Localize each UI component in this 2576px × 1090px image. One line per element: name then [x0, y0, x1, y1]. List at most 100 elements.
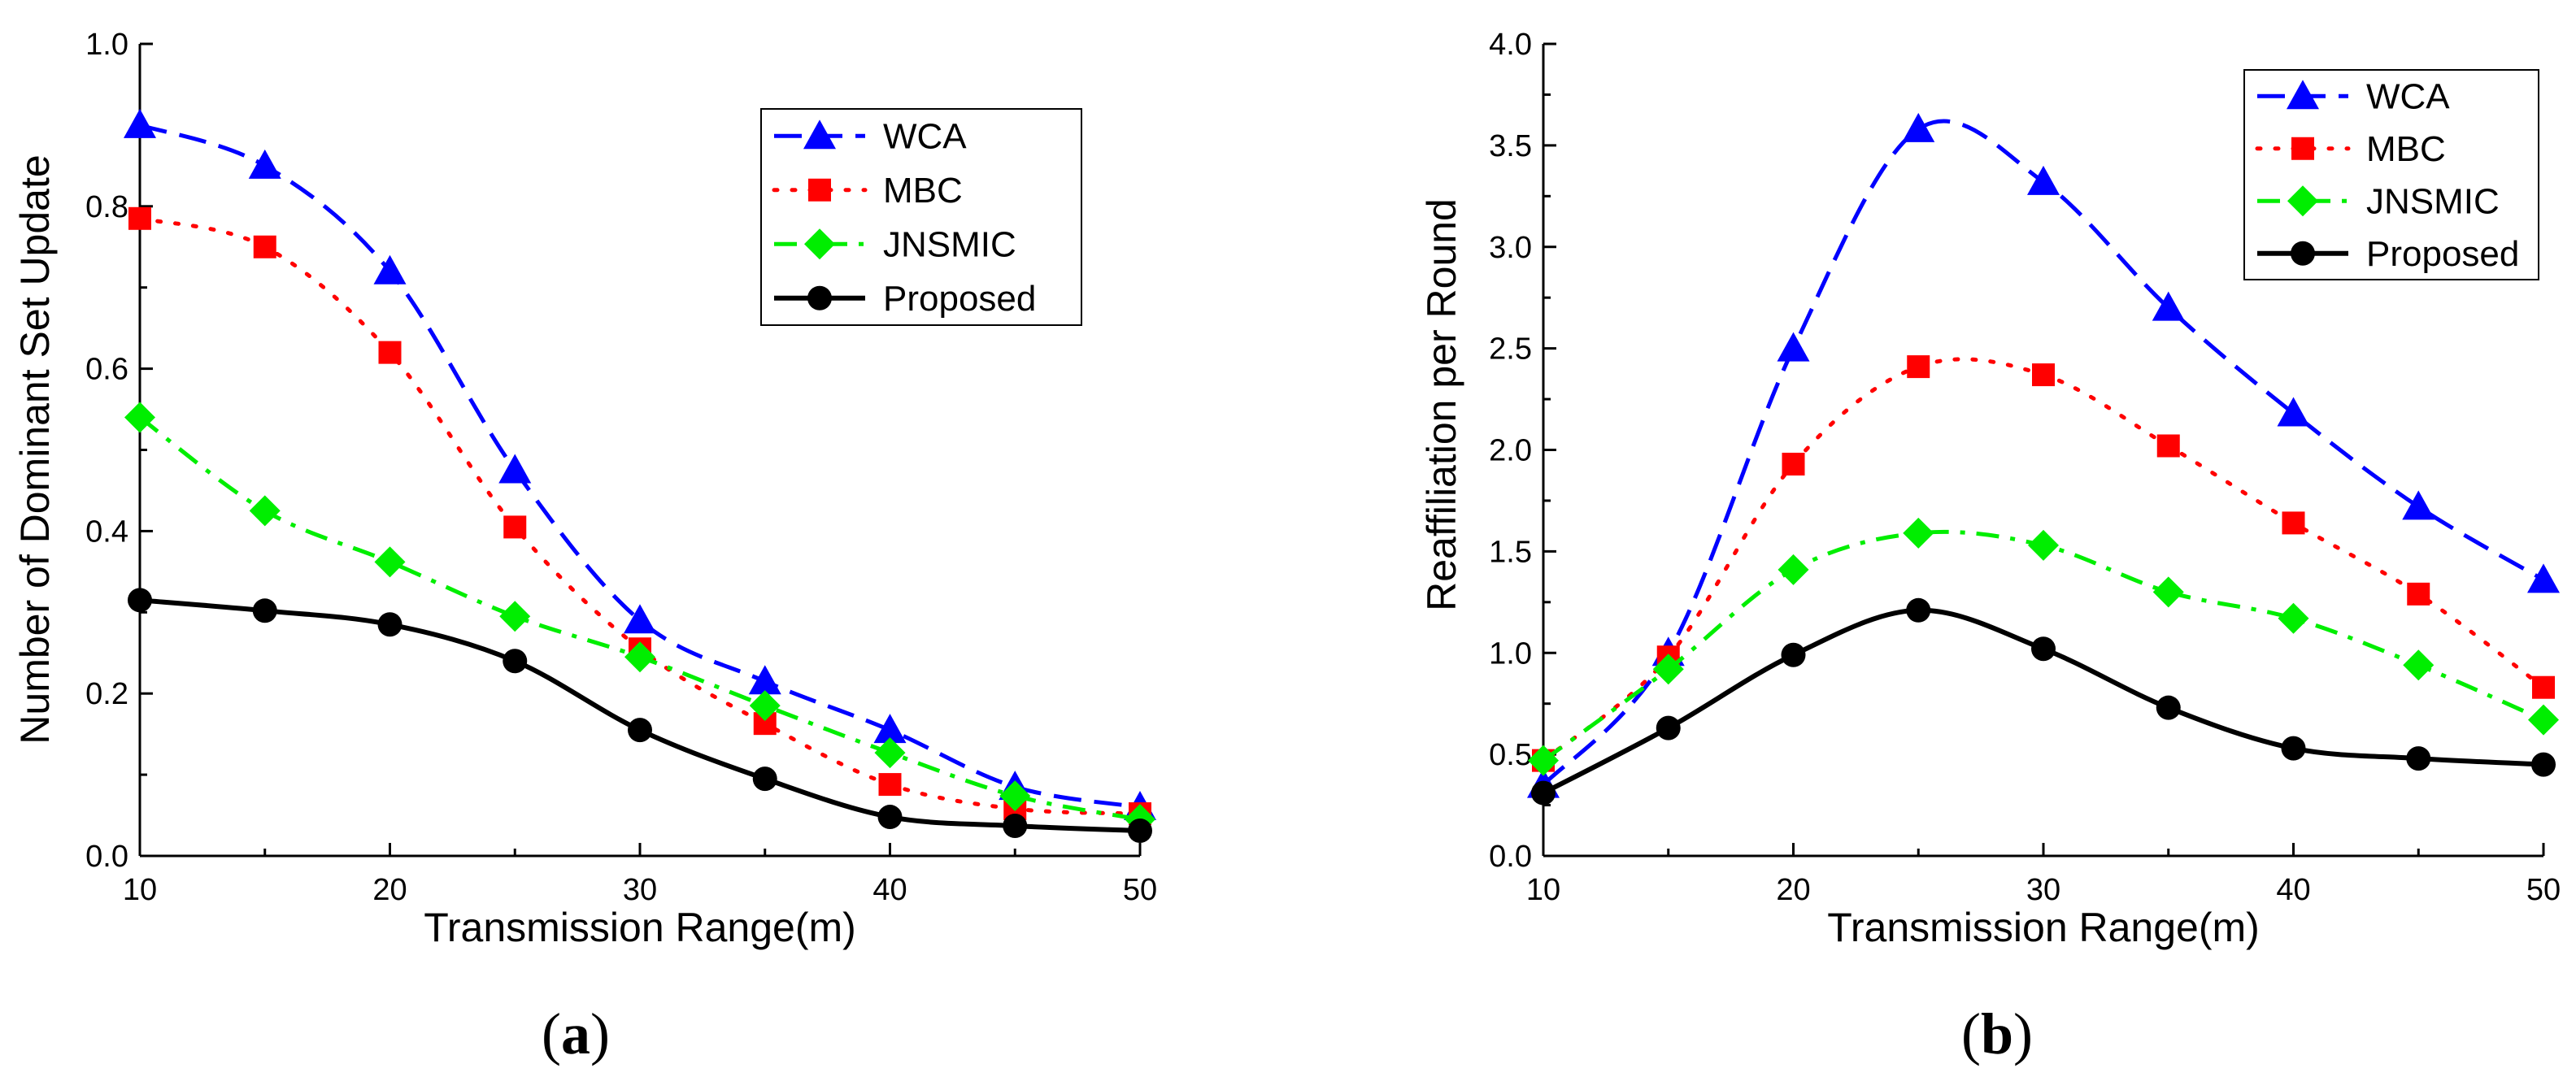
series-line-mbc	[1541, 357, 2546, 763]
data-point-proposed	[752, 766, 777, 792]
legend-marker-mbc	[808, 178, 831, 202]
data-point-wca	[2152, 291, 2185, 321]
legend-label-proposed: Proposed	[2366, 234, 2519, 274]
data-point-mbc	[2032, 363, 2055, 387]
data-point-mbc	[128, 206, 151, 230]
y-tick-label: 1.0	[85, 28, 128, 62]
x-tick-label: 50	[2526, 873, 2561, 907]
data-point-mbc	[2282, 511, 2305, 535]
x-tick-label: 10	[1526, 873, 1560, 907]
y-tick-label: 2.5	[1489, 332, 1532, 367]
legend-marker-jnsmic	[2287, 185, 2318, 217]
data-point-mbc	[2407, 582, 2430, 606]
legend-marker-jnsmic	[804, 228, 835, 260]
data-point-proposed	[503, 649, 528, 674]
data-point-proposed	[128, 588, 152, 613]
legend-marker-wca	[2287, 80, 2319, 110]
data-point-mbc	[878, 773, 902, 797]
data-point-jnsmic	[249, 495, 281, 527]
data-point-proposed	[2406, 746, 2431, 771]
y-tick-label: 0.8	[85, 190, 128, 224]
data-point-mbc	[253, 235, 276, 258]
legend-marker-mbc	[2291, 137, 2314, 160]
x-tick-label: 30	[2026, 873, 2060, 907]
x-tick-label: 40	[872, 873, 907, 907]
y-tick-label: 0.0	[85, 840, 128, 874]
data-point-jnsmic	[999, 780, 1031, 812]
x-axis-label: Transmission Range(m)	[424, 905, 856, 950]
data-point-jnsmic	[2278, 602, 2309, 634]
data-point-wca	[124, 108, 156, 138]
y-tick-label: 0.0	[1489, 840, 1532, 874]
y-axis-label: Number of Dominant Set Update	[12, 154, 58, 744]
data-point-wca	[2402, 490, 2435, 520]
x-tick-label: 10	[123, 873, 157, 907]
data-point-jnsmic	[1528, 745, 1559, 776]
panel-label: (a)	[542, 1001, 610, 1066]
panel-label: (b)	[1961, 1001, 2033, 1066]
data-point-wca	[498, 454, 532, 484]
data-point-jnsmic	[624, 641, 655, 673]
data-point-wca	[1777, 332, 1810, 362]
data-point-jnsmic	[874, 737, 906, 769]
data-point-proposed	[2031, 636, 2056, 662]
legend-label-jnsmic: JNSMIC	[883, 224, 1016, 264]
data-point-proposed	[1906, 597, 1931, 623]
data-point-mbc	[1782, 452, 1805, 476]
y-tick-label: 1.5	[1489, 535, 1532, 569]
data-point-proposed	[1531, 780, 1556, 806]
legend-marker-proposed	[807, 285, 832, 310]
series-line-mbc	[137, 216, 1142, 816]
data-point-jnsmic	[124, 402, 155, 433]
x-tick-label: 40	[2276, 873, 2310, 907]
data-point-jnsmic	[1652, 654, 1684, 685]
x-tick-label: 20	[372, 873, 407, 907]
data-point-wca	[873, 714, 907, 744]
data-point-mbc	[378, 341, 402, 364]
data-point-wca	[248, 149, 281, 179]
data-point-wca	[624, 604, 656, 634]
legend-label-mbc: MBC	[883, 171, 963, 211]
y-axis-label: Reaffiliation per Round	[1419, 198, 1464, 611]
legend-label-wca: WCA	[883, 116, 967, 156]
data-point-proposed	[377, 612, 402, 637]
data-point-jnsmic	[1903, 517, 1934, 549]
y-tick-label: 2.0	[1489, 434, 1532, 468]
series-line-proposed	[139, 597, 1141, 834]
data-point-wca	[2027, 165, 2060, 195]
data-point-mbc	[1907, 355, 1930, 379]
data-point-jnsmic	[2152, 576, 2184, 608]
data-point-proposed	[1781, 642, 1806, 667]
data-point-jnsmic	[1778, 554, 1809, 585]
legend-marker-proposed	[2291, 241, 2315, 266]
data-point-jnsmic	[2403, 649, 2435, 681]
series-line-wca	[139, 123, 1141, 810]
legend-label-jnsmic: JNSMIC	[2366, 181, 2500, 221]
data-point-jnsmic	[499, 601, 531, 632]
data-point-mbc	[2532, 675, 2555, 699]
data-point-wca	[373, 254, 407, 284]
y-tick-label: 1.0	[1489, 636, 1532, 671]
data-point-jnsmic	[2028, 529, 2059, 561]
y-tick-label: 0.5	[1489, 738, 1532, 772]
data-point-proposed	[252, 598, 277, 623]
chart-panel-a: 10 20 30 40 50 0.0 0.2 0.4 0.6 0.8 1.0 Transmission…	[12, 28, 1157, 1066]
data-point-mbc	[2156, 434, 2180, 458]
y-tick-label: 0.4	[85, 515, 128, 549]
legend-label-wca: WCA	[2366, 76, 2450, 116]
data-point-jnsmic	[749, 690, 781, 722]
y-tick-label: 3.5	[1489, 129, 1532, 163]
x-tick-label: 20	[1776, 873, 1810, 907]
data-point-proposed	[2531, 752, 2556, 777]
x-tick-label: 30	[623, 873, 657, 907]
y-tick-label: 4.0	[1489, 28, 1532, 62]
chart-panel-b: 10 20 30 40 50 0.0 0.5 1.0 1.5 2.0 2.5 3.0 3.5 4.0 Tra…	[1419, 28, 2561, 1066]
series-line-wca	[1542, 119, 2545, 787]
legend-marker-wca	[803, 119, 836, 150]
data-point-wca	[1902, 112, 1935, 142]
data-point-wca	[2277, 397, 2310, 427]
y-tick-label: 0.2	[85, 677, 128, 711]
data-point-proposed	[1656, 715, 1681, 740]
data-point-proposed	[877, 805, 903, 830]
